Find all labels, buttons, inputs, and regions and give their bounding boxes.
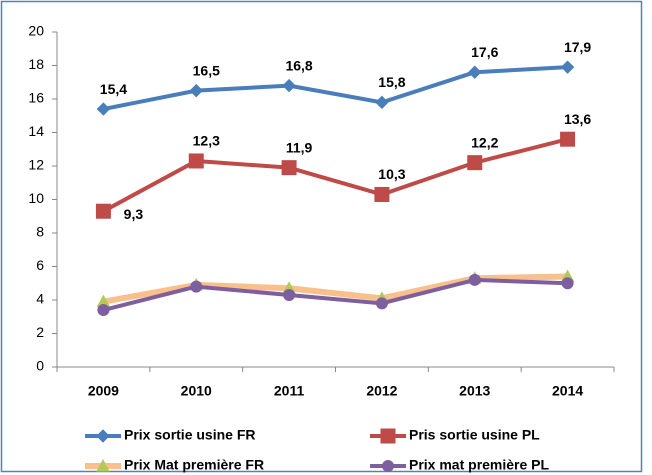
data-label: 15,4	[100, 81, 127, 97]
series-line	[102, 137, 569, 213]
data-point	[96, 102, 111, 116]
data-point	[281, 160, 297, 176]
data-point	[375, 95, 389, 110]
data-point	[468, 65, 482, 79]
legend-label: Prix Mat première FR	[124, 457, 264, 473]
data-label: 12,3	[193, 133, 220, 149]
series-line	[102, 277, 568, 312]
data-point	[283, 288, 296, 301]
legend-marker	[96, 458, 110, 472]
data-point	[467, 155, 483, 171]
y-tick-label: 14	[28, 123, 44, 139]
y-tick-label: 6	[36, 257, 44, 273]
x-tick-label: 2013	[459, 383, 490, 399]
data-label: 12,2	[471, 134, 498, 150]
y-tick-label: 12	[28, 157, 44, 173]
legend-marker	[382, 460, 394, 472]
series-line	[102, 273, 568, 305]
y-tick-label: 10	[28, 190, 44, 206]
x-tick-label: 2011	[274, 383, 305, 399]
legend-label: Prix sortie usine FR	[124, 427, 255, 443]
legend-label: Prix mat première PL	[409, 457, 550, 473]
y-tick-label: 4	[36, 291, 44, 307]
y-tick-label: 18	[28, 56, 44, 72]
x-tick-label: 2009	[88, 383, 119, 399]
data-label: 17,6	[471, 44, 498, 60]
data-label: 13,6	[564, 111, 591, 127]
y-tick-label: 2	[36, 324, 44, 340]
data-label: 16,5	[193, 62, 220, 78]
data-point	[374, 186, 390, 202]
series-line	[103, 65, 568, 112]
data-point	[282, 78, 296, 93]
legend-label: Pris sortie usine PL	[409, 427, 540, 443]
data-point	[375, 297, 388, 310]
data-point	[560, 131, 576, 147]
data-label: 10,3	[378, 166, 405, 182]
y-tick-label: 8	[36, 224, 44, 240]
data-label: 15,8	[378, 74, 405, 90]
legend-marker	[96, 429, 110, 443]
data-point	[561, 277, 574, 290]
data-point	[468, 273, 481, 286]
data-label: 9,3	[124, 206, 144, 222]
data-label: 16,8	[285, 57, 312, 73]
data-label: 11,9	[286, 139, 313, 155]
x-tick-label: 2010	[181, 383, 212, 399]
data-label: 17,9	[564, 39, 591, 55]
legend-marker	[380, 428, 396, 444]
x-tick-label: 2014	[552, 383, 583, 399]
y-tick-label: 20	[28, 23, 44, 39]
data-point	[560, 60, 575, 74]
data-point	[188, 153, 204, 169]
data-point	[190, 280, 203, 293]
y-tick-label: 16	[28, 90, 44, 106]
x-tick-label: 2012	[366, 383, 397, 399]
data-point	[95, 203, 111, 219]
data-point	[97, 304, 110, 317]
y-tick-label: 0	[36, 358, 44, 374]
data-point	[189, 83, 203, 98]
